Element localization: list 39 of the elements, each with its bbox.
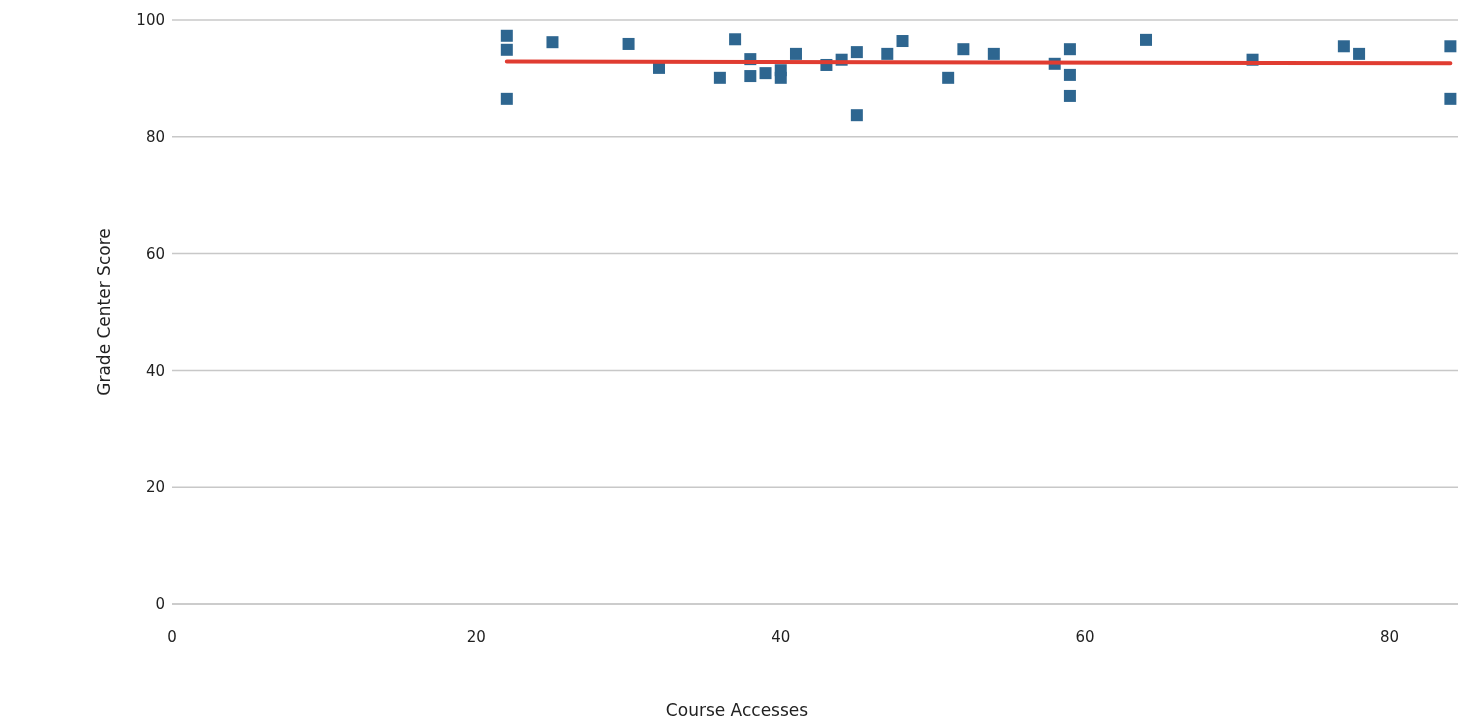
point	[896, 35, 909, 48]
y-tick-label: 60	[145, 244, 165, 263]
y-tick-label: 100	[136, 11, 165, 30]
point	[759, 67, 772, 80]
point	[987, 47, 1000, 60]
y-tick-label: 0	[155, 595, 165, 614]
point	[1063, 43, 1076, 56]
y-axis-title: Grade Center Score	[94, 228, 114, 396]
point	[744, 70, 757, 83]
point	[957, 43, 970, 56]
point	[881, 47, 894, 60]
point	[622, 37, 635, 50]
x-tick-label: 0	[167, 628, 177, 646]
point	[713, 71, 726, 84]
point	[850, 109, 863, 122]
point	[500, 29, 513, 42]
point	[789, 47, 802, 60]
point	[500, 43, 513, 56]
point	[1444, 40, 1457, 53]
y-tick-label: 40	[145, 361, 165, 380]
point	[1444, 92, 1457, 105]
x-tick-label: 40	[771, 628, 791, 646]
point	[729, 33, 742, 46]
x-axis-title: Course Accesses	[665, 700, 809, 720]
y-tick-label: 80	[145, 128, 165, 147]
point	[1063, 68, 1076, 81]
x-tick-label: 80	[1379, 628, 1400, 646]
point	[1353, 47, 1366, 60]
point	[850, 46, 863, 59]
point	[1337, 40, 1350, 53]
point	[1063, 89, 1076, 102]
x-tick-label: 60	[1075, 628, 1095, 646]
y-tick-label: 20	[145, 478, 165, 497]
x-tick-label: 20	[466, 628, 486, 646]
point	[942, 71, 955, 84]
point	[500, 92, 513, 105]
point	[1140, 33, 1153, 46]
point	[546, 36, 559, 49]
point	[774, 71, 787, 84]
